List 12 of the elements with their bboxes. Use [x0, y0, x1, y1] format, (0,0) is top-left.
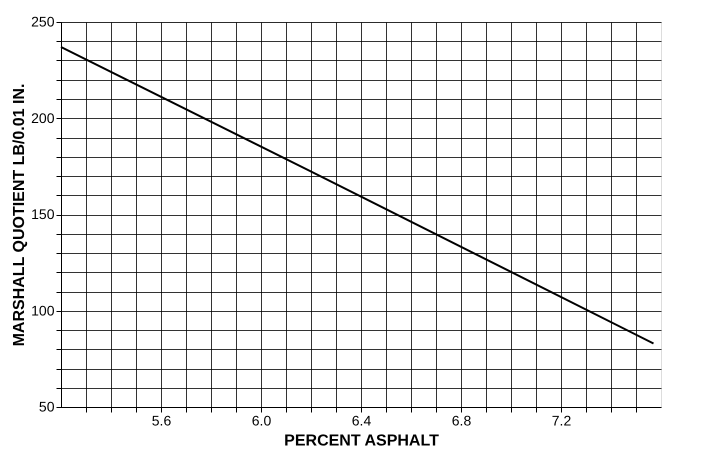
x-tick-label: 6.8	[452, 412, 472, 428]
x-tick-label: 6.0	[252, 412, 272, 428]
x-tick-label: 7.2	[552, 412, 572, 428]
y-tick-label: 200	[31, 110, 55, 126]
y-tick-label: 100	[31, 302, 55, 318]
y-tick-label: 150	[31, 206, 55, 222]
x-tick-label: 5.6	[152, 412, 172, 428]
y-tick-label: 50	[38, 398, 55, 414]
y-axis-title: MARSHALL QUOTIENT LB/0.01 IN.	[11, 84, 28, 346]
x-axis-title: PERCENT ASPHALT	[284, 432, 440, 450]
y-tick-label: 250	[31, 14, 55, 30]
x-tick-label: 6.4	[352, 412, 372, 428]
